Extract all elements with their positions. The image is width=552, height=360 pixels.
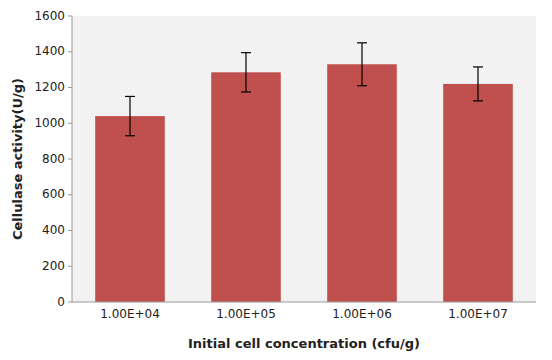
y-tick-label: 0 bbox=[57, 295, 65, 309]
y-tick-label: 600 bbox=[42, 187, 65, 201]
error-cap bbox=[473, 66, 483, 67]
x-tick-label: 1.00E+06 bbox=[332, 307, 392, 321]
error-cap bbox=[125, 135, 135, 136]
error-cap bbox=[357, 85, 367, 86]
error-line bbox=[361, 43, 362, 86]
x-axis-label: Initial cell concentration (cfu/g) bbox=[188, 336, 420, 351]
y-tick bbox=[68, 230, 72, 231]
y-tick-label: 200 bbox=[42, 259, 65, 273]
chart-container: 0 200 400 600 800 1000 1200 1400 1600 1.00E+04 1.0… bbox=[0, 0, 552, 360]
bars bbox=[95, 43, 513, 302]
bar bbox=[95, 116, 165, 302]
y-tick-label: 1000 bbox=[34, 116, 65, 130]
y-tick-label: 800 bbox=[42, 152, 65, 166]
error-bar bbox=[473, 67, 483, 101]
bar bbox=[327, 64, 397, 302]
error-bar bbox=[357, 43, 367, 86]
y-axis bbox=[72, 16, 73, 302]
y-tick bbox=[68, 123, 72, 124]
y-tick bbox=[68, 266, 72, 267]
error-line bbox=[245, 53, 246, 92]
y-tick bbox=[68, 51, 72, 52]
x-tick-label: 1.00E+05 bbox=[216, 307, 276, 321]
error-cap bbox=[241, 91, 251, 92]
x-axis bbox=[72, 302, 536, 303]
error-bar bbox=[241, 53, 251, 92]
error-cap bbox=[241, 52, 251, 53]
y-axis-label: Cellulase activity(U/g) bbox=[10, 78, 25, 240]
y-tick-label: 1200 bbox=[34, 80, 65, 94]
y-tick-label: 1400 bbox=[34, 44, 65, 58]
error-cap bbox=[357, 42, 367, 43]
y-tick bbox=[68, 87, 72, 88]
plot-background bbox=[72, 16, 536, 302]
bar bbox=[443, 84, 513, 302]
y-tick-label: 1600 bbox=[34, 9, 65, 23]
bar bbox=[211, 72, 281, 302]
error-cap bbox=[473, 100, 483, 101]
y-tick-label: 400 bbox=[42, 223, 65, 237]
error-cap bbox=[125, 96, 135, 97]
y-tick bbox=[68, 159, 72, 160]
error-bar bbox=[125, 96, 135, 135]
error-line bbox=[129, 96, 130, 135]
y-tick bbox=[68, 194, 72, 195]
x-tick-label: 1.00E+07 bbox=[448, 307, 508, 321]
error-line bbox=[477, 67, 478, 101]
chart-svg: 0 200 400 600 800 1000 1200 1400 1600 1.00E+04 1.0… bbox=[0, 0, 552, 360]
y-tick bbox=[68, 16, 72, 17]
y-tick bbox=[68, 302, 72, 303]
x-tick-label: 1.00E+04 bbox=[100, 307, 160, 321]
